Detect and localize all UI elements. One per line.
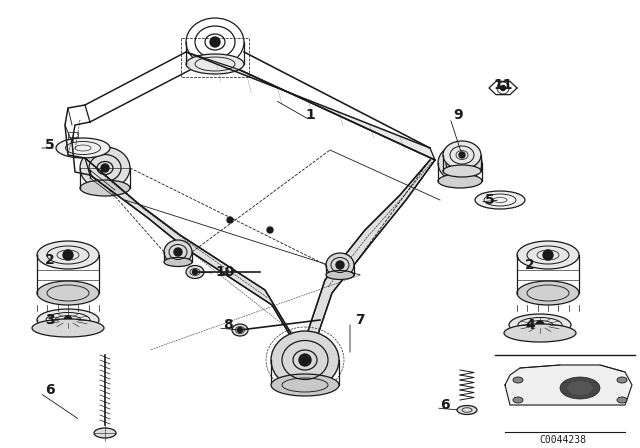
- Circle shape: [299, 354, 311, 366]
- Text: 4: 4: [525, 318, 535, 332]
- Ellipse shape: [37, 241, 99, 269]
- Ellipse shape: [37, 281, 99, 305]
- Ellipse shape: [271, 374, 339, 396]
- Ellipse shape: [475, 191, 525, 209]
- Circle shape: [227, 217, 233, 223]
- Ellipse shape: [94, 428, 116, 438]
- Ellipse shape: [457, 405, 477, 414]
- Polygon shape: [305, 160, 435, 352]
- Circle shape: [536, 321, 544, 329]
- Bar: [68, 132, 78, 142]
- Circle shape: [101, 164, 109, 172]
- Text: 2: 2: [525, 258, 535, 272]
- Ellipse shape: [560, 377, 600, 399]
- Ellipse shape: [513, 377, 523, 383]
- Ellipse shape: [438, 145, 482, 181]
- Ellipse shape: [504, 324, 576, 342]
- Text: 6: 6: [440, 398, 450, 412]
- Text: 1: 1: [305, 108, 315, 122]
- Circle shape: [456, 159, 463, 167]
- Text: 5: 5: [485, 193, 495, 207]
- Text: 11: 11: [493, 78, 513, 92]
- Ellipse shape: [80, 147, 130, 189]
- Circle shape: [459, 152, 465, 158]
- Text: 5: 5: [45, 138, 55, 152]
- Circle shape: [543, 250, 553, 260]
- Ellipse shape: [271, 331, 339, 389]
- Ellipse shape: [186, 54, 244, 74]
- Circle shape: [63, 250, 73, 260]
- Ellipse shape: [438, 174, 482, 188]
- Circle shape: [500, 86, 506, 90]
- Ellipse shape: [164, 258, 192, 267]
- Circle shape: [336, 261, 344, 269]
- Ellipse shape: [56, 138, 110, 158]
- Circle shape: [64, 316, 72, 324]
- Circle shape: [193, 270, 198, 275]
- Text: C0044238: C0044238: [540, 435, 586, 445]
- Text: 6: 6: [45, 383, 55, 397]
- Circle shape: [174, 248, 182, 256]
- Ellipse shape: [443, 165, 481, 177]
- Circle shape: [267, 227, 273, 233]
- Ellipse shape: [164, 240, 192, 264]
- Polygon shape: [505, 365, 632, 405]
- Ellipse shape: [517, 281, 579, 305]
- Text: 9: 9: [453, 108, 463, 122]
- Ellipse shape: [232, 324, 248, 336]
- Text: 2: 2: [45, 253, 55, 267]
- Ellipse shape: [568, 381, 593, 395]
- Circle shape: [237, 327, 243, 332]
- Ellipse shape: [517, 241, 579, 269]
- Ellipse shape: [37, 309, 99, 331]
- Polygon shape: [186, 52, 435, 160]
- Ellipse shape: [509, 314, 571, 336]
- Circle shape: [210, 37, 220, 47]
- Ellipse shape: [513, 397, 523, 403]
- Ellipse shape: [617, 397, 627, 403]
- Ellipse shape: [326, 253, 354, 277]
- Ellipse shape: [186, 266, 204, 279]
- Ellipse shape: [617, 377, 627, 383]
- Polygon shape: [85, 158, 300, 352]
- Text: 7: 7: [355, 313, 365, 327]
- Ellipse shape: [326, 271, 354, 280]
- Text: 10: 10: [215, 265, 235, 279]
- Ellipse shape: [443, 141, 481, 169]
- Text: 3: 3: [45, 313, 55, 327]
- Text: 8: 8: [223, 318, 233, 332]
- Ellipse shape: [80, 180, 130, 196]
- Ellipse shape: [32, 319, 104, 337]
